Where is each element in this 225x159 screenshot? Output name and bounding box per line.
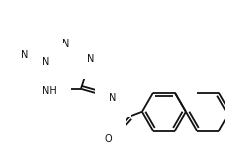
Text: N: N: [87, 54, 94, 64]
Text: NH: NH: [42, 86, 56, 96]
Text: O: O: [104, 134, 112, 144]
Text: N: N: [21, 50, 29, 60]
Text: N: N: [62, 39, 70, 49]
Text: N: N: [109, 93, 117, 103]
Text: N: N: [42, 57, 50, 67]
